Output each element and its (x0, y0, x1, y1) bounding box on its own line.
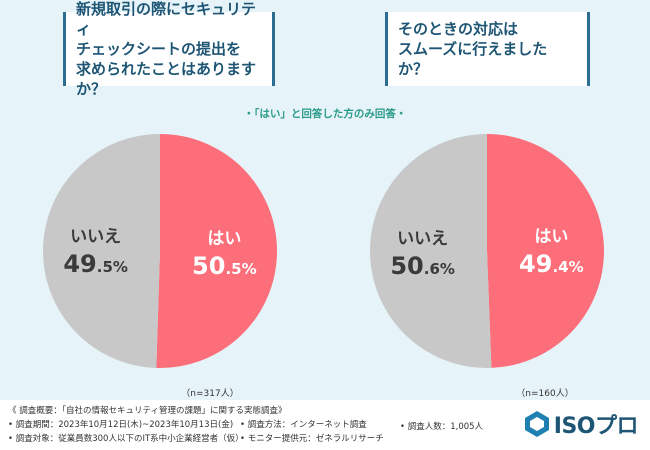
footer-method: • 調査方法：インターネット調査 (240, 420, 367, 430)
pie-1-value-yes: 50.5% (192, 252, 257, 280)
question-1-text: 新規取引の際にセキュリティ チェックシートの提出を 求められたことはありますか？ (76, 0, 257, 98)
pie-1-value-no: 49.5% (63, 250, 128, 278)
footer-target: • 調査対象：従業員数300人以下のIT系中小企業経営者（仮） (8, 434, 244, 444)
pie-charts: はい 50.5% いいえ 49.5% （n=317人） はい 49.4% いいえ 50.6% （n… (42, 134, 605, 399)
question-box-1: 新規取引の際にセキュリティ チェックシートの提出を 求められたことはありますか？ (63, 0, 275, 98)
hexagon-logo-icon (524, 411, 549, 437)
pie-1-label-yes: はい (207, 229, 241, 249)
pie-2-label-yes: はい (534, 227, 568, 247)
logo: ISOプロ (524, 408, 639, 440)
pie-2-slice-no (370, 134, 492, 368)
pie-1-sample-size: （n=317人） (181, 388, 238, 399)
respondent-note: ・「はい」と回答した方のみ回答・ (243, 108, 407, 120)
pie-2-label-no: いいえ (397, 229, 448, 249)
question-box-2: そのときの対応は スムーズに行えましたか？ (385, 12, 590, 86)
pie-1-slice-yes (156, 134, 277, 368)
footer-count: • 調査人数：1,005人 (400, 422, 484, 432)
pie-1-slice-no (42, 134, 161, 368)
pie-2-sample-size: （n=160人） (516, 388, 573, 399)
pie-2-value-no: 50.6% (390, 252, 455, 280)
footer-provider: • モニター提供元：ゼネラルリサーチ (240, 434, 384, 444)
question-2-text: そのときの対応は スムーズに行えましたか？ (398, 20, 548, 78)
footer-summary: 《 調査概要：「自社の情報セキュリティ管理の課題」に関する実態調査》 (8, 406, 287, 416)
logo-text: ISOプロ (553, 414, 639, 439)
pie-2-slice-yes (487, 134, 605, 368)
pie-1-label-no: いいえ (70, 227, 121, 247)
footer-period: • 調査期間：2023年10月12日(木)~2023年10月13日(金) (8, 420, 234, 430)
pie-2-value-yes: 49.4% (519, 250, 584, 278)
